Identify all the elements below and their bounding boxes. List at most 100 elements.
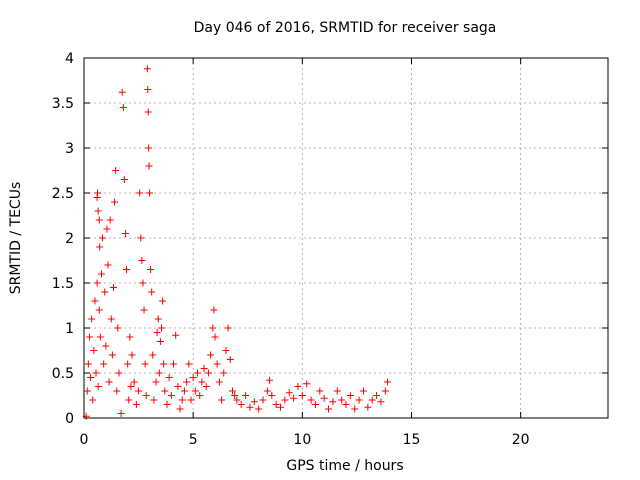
data-point: [222, 347, 230, 354]
x-tick-labels: 0 5 10 15 20: [80, 432, 530, 448]
data-point: [124, 360, 132, 368]
data-point: [88, 315, 96, 323]
data-point: [342, 401, 350, 408]
data-point: [368, 396, 376, 404]
data-point: [89, 396, 97, 404]
y-tick-label: 0: [65, 411, 74, 427]
data-point: [202, 383, 210, 390]
data-point: [85, 333, 93, 341]
data-point: [126, 333, 134, 341]
data-point: [174, 383, 182, 390]
data-point: [106, 216, 114, 224]
data-point: [191, 387, 199, 395]
data-point: [209, 324, 217, 332]
data-point: [92, 369, 100, 377]
data-point: [290, 394, 298, 402]
data-point: [364, 403, 372, 411]
y-axis-label: SRMTID / TECUs: [8, 182, 24, 295]
data-point: [119, 104, 127, 111]
y-tick-labels: 0 0.5 1 1.5 2 2.5 3 3.5 4: [52, 51, 74, 427]
data-point: [272, 401, 280, 408]
data-point: [303, 380, 311, 388]
data-point: [83, 387, 91, 395]
data-point: [97, 270, 105, 278]
data-point: [250, 398, 258, 406]
data-point: [117, 410, 125, 417]
data-point: [200, 365, 208, 372]
y-tick-label: 3: [65, 141, 74, 157]
data-point: [215, 378, 223, 386]
y-tick-label: 3.5: [52, 96, 74, 112]
data-point: [333, 387, 341, 395]
y-tick-label: 4: [65, 51, 74, 67]
data-point: [246, 403, 254, 411]
data-point: [115, 369, 123, 377]
data-point: [84, 360, 92, 368]
data-point: [207, 351, 215, 359]
data-point: [96, 243, 104, 251]
data-point: [128, 351, 136, 359]
data-point: [281, 396, 289, 404]
y-tick-label: 1.5: [52, 276, 74, 292]
data-point: [100, 360, 108, 368]
x-tick-label: 0: [80, 432, 89, 448]
data-point: [91, 297, 99, 305]
data-point: [87, 374, 95, 381]
data-point: [90, 347, 98, 354]
data-points: [82, 65, 391, 420]
data-point: [161, 387, 169, 395]
x-tick-label: 5: [189, 432, 198, 448]
data-point: [320, 394, 328, 402]
data-point: [255, 405, 263, 413]
data-point: [204, 369, 212, 377]
data-point: [158, 324, 166, 332]
data-point: [242, 392, 250, 399]
data-point: [187, 396, 195, 404]
chart-title: Day 046 of 2016, SRMTID for receiver sag…: [194, 20, 497, 36]
data-point: [94, 207, 102, 215]
data-point: [101, 288, 109, 296]
y-tick-label: 0.5: [52, 366, 74, 382]
data-point: [160, 360, 168, 368]
data-point: [108, 351, 116, 359]
data-point: [298, 392, 306, 399]
data-point: [144, 86, 152, 93]
data-point: [146, 189, 153, 197]
data-point: [153, 329, 161, 336]
data-point: [167, 392, 175, 399]
data-point: [140, 306, 148, 314]
data-point: [95, 306, 103, 314]
axis-ticks: [83, 57, 608, 419]
data-point: [143, 65, 151, 73]
data-point: [107, 315, 115, 323]
data-point: [104, 261, 112, 269]
data-point: [224, 324, 232, 332]
data-point: [210, 306, 218, 314]
data-point: [218, 396, 226, 404]
data-point: [329, 398, 337, 406]
data-point: [120, 176, 128, 183]
data-point: [226, 356, 234, 363]
data-point: [121, 230, 129, 237]
x-tick-label: 15: [403, 432, 421, 448]
data-point: [383, 378, 391, 386]
data-point: [183, 378, 191, 386]
data-point: [237, 401, 245, 408]
data-point: [338, 396, 346, 404]
data-point: [259, 396, 267, 404]
data-point: [311, 401, 319, 408]
data-point: [94, 383, 102, 390]
data-point: [152, 378, 160, 386]
data-point: [102, 342, 110, 350]
data-point: [377, 398, 385, 406]
data-point: [355, 396, 363, 404]
data-point: [373, 392, 381, 399]
data-point: [113, 387, 121, 395]
data-point: [149, 351, 157, 359]
data-point: [112, 167, 120, 174]
data-point: [277, 403, 284, 411]
data-point: [93, 279, 101, 287]
data-point: [165, 374, 173, 381]
data-point: [96, 333, 104, 341]
y-tick-label: 2: [65, 231, 74, 247]
